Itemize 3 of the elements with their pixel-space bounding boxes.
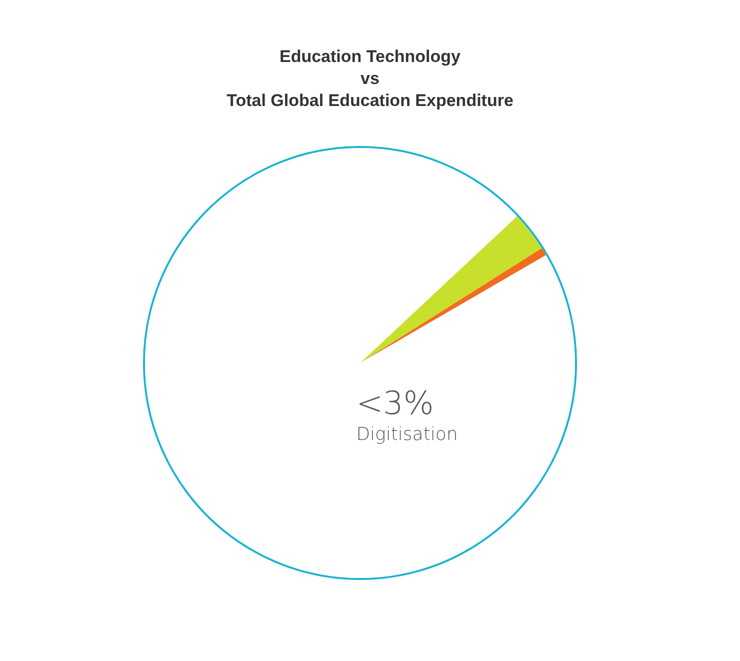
text: <3% — [356, 384, 434, 422]
text: Digitisation — [356, 424, 458, 445]
chart-title: Education Technology vs Total Global Education Expenditure — [226, 47, 514, 110]
